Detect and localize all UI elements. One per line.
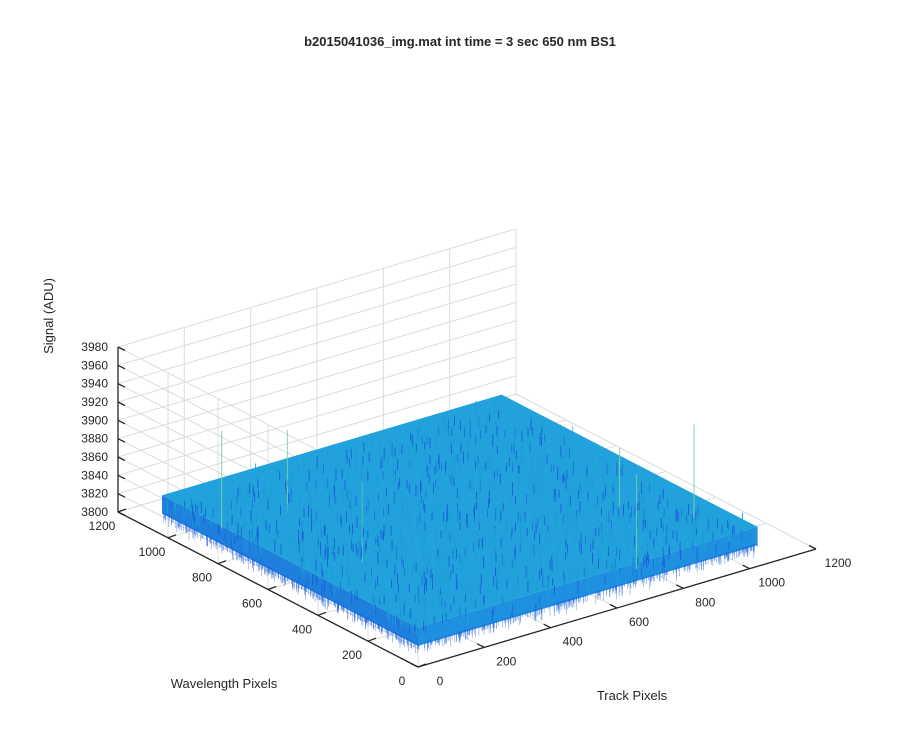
right-wall-grid-z — [117, 320, 517, 440]
z-tick-mark — [117, 364, 126, 370]
surface-front-right-face — [418, 526, 758, 646]
right-wall-grid-z — [117, 265, 517, 385]
z-tick-label: 3900 — [81, 413, 108, 427]
y-tick-mark — [417, 663, 427, 668]
y-tick-label: 400 — [292, 622, 312, 636]
y-tick-label: 0 — [399, 674, 406, 688]
y-tick-label: 1000 — [139, 545, 166, 559]
x-axis-label: Track Pixels — [597, 688, 668, 703]
right-wall-grid-z — [117, 246, 517, 366]
z-tick-label: 3960 — [81, 358, 108, 372]
surface-top-face — [162, 394, 758, 628]
y-tick-mark — [267, 585, 277, 591]
x-tick-mark — [808, 544, 817, 550]
right-wall-grid-z — [117, 283, 517, 403]
y-tick-mark — [117, 508, 127, 513]
x-tick-mark — [543, 623, 551, 629]
z-tick-mark — [117, 346, 126, 352]
y-tick-mark — [167, 534, 177, 539]
right-wall-grid-z — [117, 228, 517, 348]
y-tick-label: 800 — [192, 571, 212, 585]
x-tick-label: 800 — [695, 595, 715, 609]
z-tick-mark — [117, 383, 126, 388]
z-tick-mark — [117, 456, 126, 462]
x-tick-mark — [676, 584, 684, 589]
y-axis-label: Wavelength Pixels — [171, 676, 278, 691]
right-wall-grid-z — [117, 375, 517, 495]
y-tick-mark — [317, 611, 327, 616]
y-tick-label: 600 — [242, 597, 262, 611]
chart-title: b2015041036_img.mat int time = 3 sec 650… — [304, 34, 616, 49]
z-tick-label: 3820 — [81, 487, 108, 501]
y-tick-mark — [367, 637, 377, 642]
z-tick-mark — [117, 438, 126, 443]
x-tick-label: 1000 — [758, 576, 785, 590]
right-wall-grid-z — [117, 338, 517, 458]
x-tick-mark — [609, 603, 618, 609]
z-tick-label: 3920 — [81, 395, 108, 409]
x-tick-label: 600 — [629, 615, 649, 629]
z-tick-label: 3860 — [81, 450, 108, 464]
y-tick-label: 1200 — [89, 519, 116, 533]
z-tick-label: 3800 — [81, 505, 108, 519]
z-tick-label: 3840 — [81, 468, 108, 482]
x-tick-mark — [410, 662, 419, 668]
right-wall-grid-z — [117, 301, 517, 421]
x-tick-label: 400 — [563, 635, 583, 649]
y-tick-mark — [217, 560, 227, 565]
z-tick-mark — [117, 493, 126, 498]
x-tick-mark — [742, 564, 750, 570]
z-tick-label: 3980 — [81, 340, 108, 354]
z-axis-label: Signal (ADU) — [41, 278, 56, 354]
z-tick-label: 3880 — [81, 432, 108, 446]
x-tick-label: 200 — [496, 654, 516, 668]
surface — [162, 394, 758, 654]
surface-front-left-face — [162, 495, 418, 646]
right-wall-grid-z — [117, 356, 517, 476]
x-tick-label: 1200 — [825, 556, 852, 570]
x-tick-label: 0 — [437, 674, 444, 688]
z-tick-mark — [117, 474, 126, 480]
axes: 0 200 400 600 800 1000 1200 0 200 400 600 800 1000 12… — [81, 340, 851, 688]
x-tick-mark — [477, 643, 485, 648]
z-tick-mark — [117, 401, 126, 407]
z-tick-mark — [117, 511, 126, 517]
z-tick-label: 3940 — [81, 377, 108, 391]
y-tick-label: 200 — [342, 648, 362, 662]
z-tick-mark — [117, 419, 126, 425]
